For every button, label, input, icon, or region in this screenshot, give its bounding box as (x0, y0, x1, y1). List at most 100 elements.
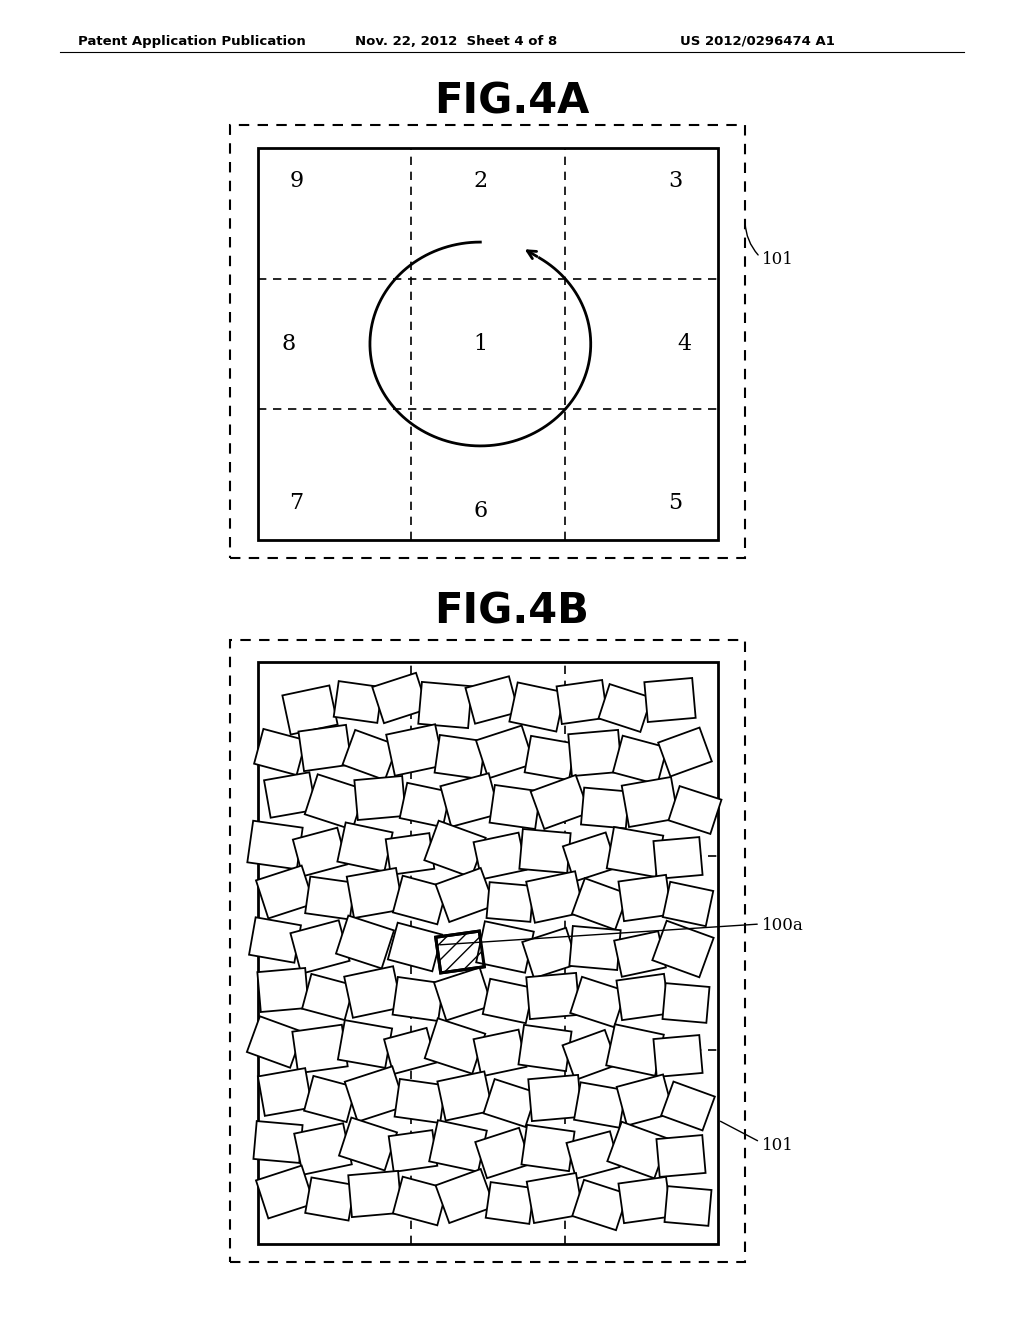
Polygon shape (485, 1183, 535, 1224)
Polygon shape (247, 1016, 303, 1068)
Polygon shape (473, 833, 526, 879)
Polygon shape (283, 685, 338, 734)
Text: FIG.4A: FIG.4A (434, 81, 590, 121)
Polygon shape (526, 973, 580, 1019)
Polygon shape (435, 869, 495, 921)
Polygon shape (618, 875, 672, 921)
Text: 8: 8 (282, 333, 296, 355)
Polygon shape (622, 777, 678, 828)
Polygon shape (293, 828, 347, 876)
Polygon shape (518, 1024, 571, 1071)
Polygon shape (386, 725, 443, 776)
Text: 3: 3 (668, 170, 682, 191)
Polygon shape (483, 1078, 537, 1127)
Polygon shape (606, 1024, 664, 1076)
Polygon shape (418, 682, 472, 729)
Polygon shape (598, 684, 651, 731)
Polygon shape (389, 1130, 437, 1172)
Polygon shape (574, 1082, 626, 1127)
Polygon shape (348, 1171, 401, 1217)
Polygon shape (509, 682, 564, 731)
Polygon shape (354, 776, 406, 820)
Polygon shape (519, 829, 570, 873)
Polygon shape (305, 775, 366, 830)
Text: 6: 6 (473, 500, 487, 523)
Text: FIG.4B: FIG.4B (434, 590, 590, 632)
Polygon shape (393, 875, 447, 924)
Text: Patent Application Publication: Patent Application Publication (78, 36, 306, 48)
Bar (258, 148, 718, 540)
Polygon shape (440, 774, 500, 826)
Polygon shape (264, 772, 316, 817)
Polygon shape (334, 681, 382, 723)
Polygon shape (563, 833, 617, 882)
Polygon shape (522, 928, 578, 978)
Polygon shape (373, 673, 428, 723)
Polygon shape (607, 1122, 669, 1179)
Polygon shape (658, 727, 712, 776)
Text: 2: 2 (473, 170, 487, 191)
Polygon shape (437, 1072, 493, 1121)
Polygon shape (570, 977, 626, 1027)
Polygon shape (526, 871, 584, 923)
Polygon shape (530, 775, 590, 829)
Polygon shape (557, 680, 607, 723)
Polygon shape (248, 821, 303, 870)
Polygon shape (521, 1125, 574, 1171)
Polygon shape (435, 931, 484, 973)
Polygon shape (253, 1121, 302, 1163)
Polygon shape (254, 729, 306, 775)
Polygon shape (663, 882, 714, 927)
Polygon shape (291, 920, 349, 974)
Polygon shape (337, 822, 392, 871)
Polygon shape (429, 1121, 486, 1172)
Polygon shape (466, 676, 518, 723)
Polygon shape (339, 1118, 397, 1171)
Polygon shape (614, 931, 666, 977)
Polygon shape (345, 1067, 406, 1122)
Polygon shape (388, 923, 442, 972)
Text: 101: 101 (762, 252, 794, 268)
Bar (230, 125, 745, 558)
Polygon shape (662, 1081, 715, 1130)
Polygon shape (399, 783, 451, 828)
Polygon shape (384, 1028, 436, 1074)
Text: 4: 4 (677, 333, 691, 355)
Polygon shape (302, 974, 354, 1020)
Bar (230, 640, 745, 1262)
Polygon shape (336, 916, 394, 969)
Polygon shape (425, 1018, 485, 1073)
Text: 9: 9 (289, 170, 303, 191)
Polygon shape (344, 966, 401, 1018)
Polygon shape (305, 876, 355, 920)
Polygon shape (249, 917, 301, 962)
Bar (258, 663, 718, 1243)
Polygon shape (473, 1030, 526, 1076)
Polygon shape (392, 977, 443, 1020)
Polygon shape (298, 725, 351, 771)
Polygon shape (393, 1176, 447, 1225)
Polygon shape (476, 726, 534, 779)
Polygon shape (486, 882, 534, 921)
Polygon shape (607, 826, 664, 876)
Polygon shape (475, 1127, 530, 1179)
Polygon shape (572, 1180, 628, 1230)
Polygon shape (566, 1131, 620, 1179)
Polygon shape (653, 837, 702, 879)
Polygon shape (343, 730, 397, 780)
Text: US 2012/0296474 A1: US 2012/0296474 A1 (680, 36, 835, 48)
Polygon shape (665, 1187, 712, 1226)
Polygon shape (304, 1076, 356, 1122)
Polygon shape (669, 787, 722, 834)
Polygon shape (394, 1078, 445, 1123)
Polygon shape (424, 821, 485, 878)
Text: 100a: 100a (762, 916, 804, 933)
Polygon shape (305, 1177, 354, 1221)
Polygon shape (616, 1074, 674, 1126)
Polygon shape (613, 735, 667, 784)
Polygon shape (656, 1135, 706, 1177)
Polygon shape (386, 833, 434, 875)
Text: 7: 7 (289, 492, 303, 515)
Polygon shape (581, 788, 629, 829)
Polygon shape (569, 927, 621, 970)
